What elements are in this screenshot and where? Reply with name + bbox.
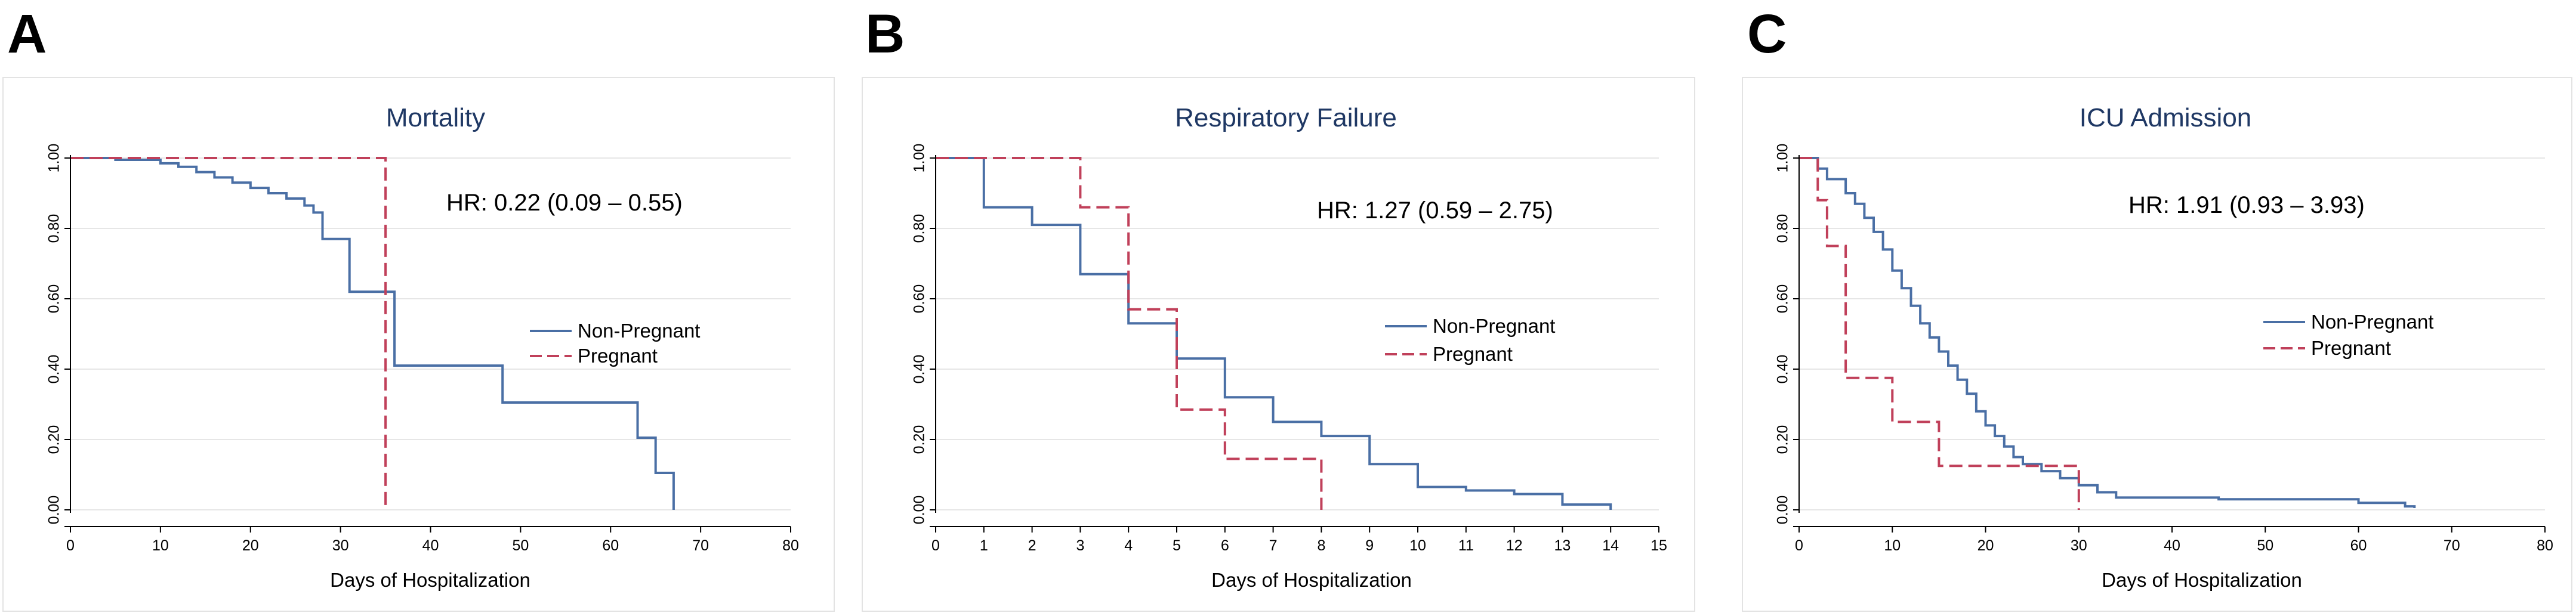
chart-title: Mortality xyxy=(386,103,485,132)
x-tick-label: 9 xyxy=(1365,537,1374,554)
series-line-non-pregnant xyxy=(936,157,1612,510)
legend: Non-Pregnant Pregnant xyxy=(1385,315,1555,365)
x-tick-label: 30 xyxy=(332,537,349,554)
x-tick-label: 10 xyxy=(1409,537,1426,554)
panel-a: A Mortality 0.00 0.20 0.40 0.60 0.80 1.00 0 10 2… xyxy=(2,4,835,612)
y-tick-label: 0.00 xyxy=(1775,496,1791,525)
chart-title: ICU Admission xyxy=(2080,103,2252,132)
y-tick-label: 0.60 xyxy=(911,284,928,314)
y-tick-label: 0.00 xyxy=(46,496,63,525)
x-tick-label: 30 xyxy=(2071,537,2087,554)
legend-label-pregnant: Pregnant xyxy=(2311,337,2391,359)
x-tick-label: 15 xyxy=(1651,537,1667,554)
x-tick-label: 3 xyxy=(1076,537,1084,554)
x-tick-label: 11 xyxy=(1458,537,1474,554)
hazard-ratio-annotation: HR: 1.91 (0.93 – 3.93) xyxy=(2128,192,2365,218)
panel-frame xyxy=(862,77,1695,612)
series-line-pregnant xyxy=(70,157,387,510)
panel-letter: A xyxy=(7,4,47,64)
x-axis-label: Days of Hospitalization xyxy=(1211,569,1412,591)
y-tick-label: 0.40 xyxy=(1775,355,1791,384)
hazard-ratio-annotation: HR: 1.27 (0.59 – 2.75) xyxy=(1317,197,1553,224)
x-tick-label: 80 xyxy=(782,537,799,554)
x-tick-label: 0 xyxy=(1795,537,1803,554)
y-tick-label: 0.00 xyxy=(911,496,928,525)
x-tick-label: 6 xyxy=(1221,537,1229,554)
x-tick-label: 5 xyxy=(1173,537,1181,554)
x-tick-label: 4 xyxy=(1124,537,1133,554)
panel-letter: B xyxy=(865,4,905,64)
y-tick-label: 1.00 xyxy=(46,144,63,173)
y-tick-label: 0.80 xyxy=(911,214,928,243)
y-tick-label: 0.80 xyxy=(46,214,63,243)
x-tick-label: 40 xyxy=(422,537,439,554)
x-tick-label: 60 xyxy=(2350,537,2367,554)
panel-c: C ICU Admission 0.00 0.20 0.40 0.60 0.80 1.00… xyxy=(1742,4,2572,612)
x-tick-label: 1 xyxy=(980,537,988,554)
panel-frame xyxy=(2,77,835,612)
x-tick-label: 70 xyxy=(2444,537,2460,554)
series-line-non-pregnant xyxy=(1799,157,2416,508)
series-line-pregnant xyxy=(936,157,1323,510)
y-tick-label: 0.60 xyxy=(1775,284,1791,314)
x-tick-label: 10 xyxy=(1884,537,1901,554)
x-tick-label: 0 xyxy=(66,537,75,554)
x-tick-label: 14 xyxy=(1602,537,1619,554)
x-axis-label: Days of Hospitalization xyxy=(330,569,530,591)
y-tick-label: 0.20 xyxy=(1775,425,1791,454)
legend-label-non-pregnant: Non-Pregnant xyxy=(578,320,700,342)
x-tick-label: 20 xyxy=(242,537,259,554)
x-tick-label: 60 xyxy=(602,537,619,554)
x-tick-label: 50 xyxy=(512,537,529,554)
x-tick-label: 40 xyxy=(2164,537,2180,554)
y-tick-label: 0.60 xyxy=(46,284,63,314)
panel-frame xyxy=(1742,77,2572,612)
chart-title: Respiratory Failure xyxy=(1175,103,1397,132)
y-tick-label: 0.20 xyxy=(46,425,63,454)
panel-letter: C xyxy=(1747,4,1787,64)
x-tick-label: 8 xyxy=(1317,537,1325,554)
y-tick-label: 0.80 xyxy=(1775,214,1791,243)
x-tick-label: 7 xyxy=(1269,537,1278,554)
x-tick-label: 80 xyxy=(2537,537,2553,554)
x-tick-label: 13 xyxy=(1554,537,1571,554)
x-tick-label: 10 xyxy=(152,537,169,554)
hazard-ratio-annotation: HR: 0.22 (0.09 – 0.55) xyxy=(446,190,683,216)
panel-b: B Respiratory Failure 0.00 0.20 0.40 0.60 0.… xyxy=(862,4,1695,612)
x-tick-label: 12 xyxy=(1506,537,1523,554)
x-axis-label: Days of Hospitalization xyxy=(2102,569,2302,591)
legend: Non-Pregnant Pregnant xyxy=(2263,311,2433,359)
legend-label-non-pregnant: Non-Pregnant xyxy=(1433,315,1555,337)
x-tick-label: 20 xyxy=(1977,537,1994,554)
y-tick-label: 1.00 xyxy=(911,144,928,173)
y-tick-label: 0.40 xyxy=(46,355,63,384)
legend: Non-Pregnant Pregnant xyxy=(530,320,700,367)
y-tick-label: 0.40 xyxy=(911,355,928,384)
y-tick-label: 1.00 xyxy=(1775,144,1791,173)
legend-label-pregnant: Pregnant xyxy=(1433,343,1513,365)
y-tick-label: 0.20 xyxy=(911,425,928,454)
legend-label-pregnant: Pregnant xyxy=(578,345,658,367)
x-tick-label: 0 xyxy=(931,537,940,554)
series-line-non-pregnant xyxy=(70,157,675,510)
legend-label-non-pregnant: Non-Pregnant xyxy=(2311,311,2433,333)
x-tick-label: 70 xyxy=(692,537,709,554)
x-tick-label: 50 xyxy=(2257,537,2273,554)
x-tick-label: 2 xyxy=(1028,537,1036,554)
